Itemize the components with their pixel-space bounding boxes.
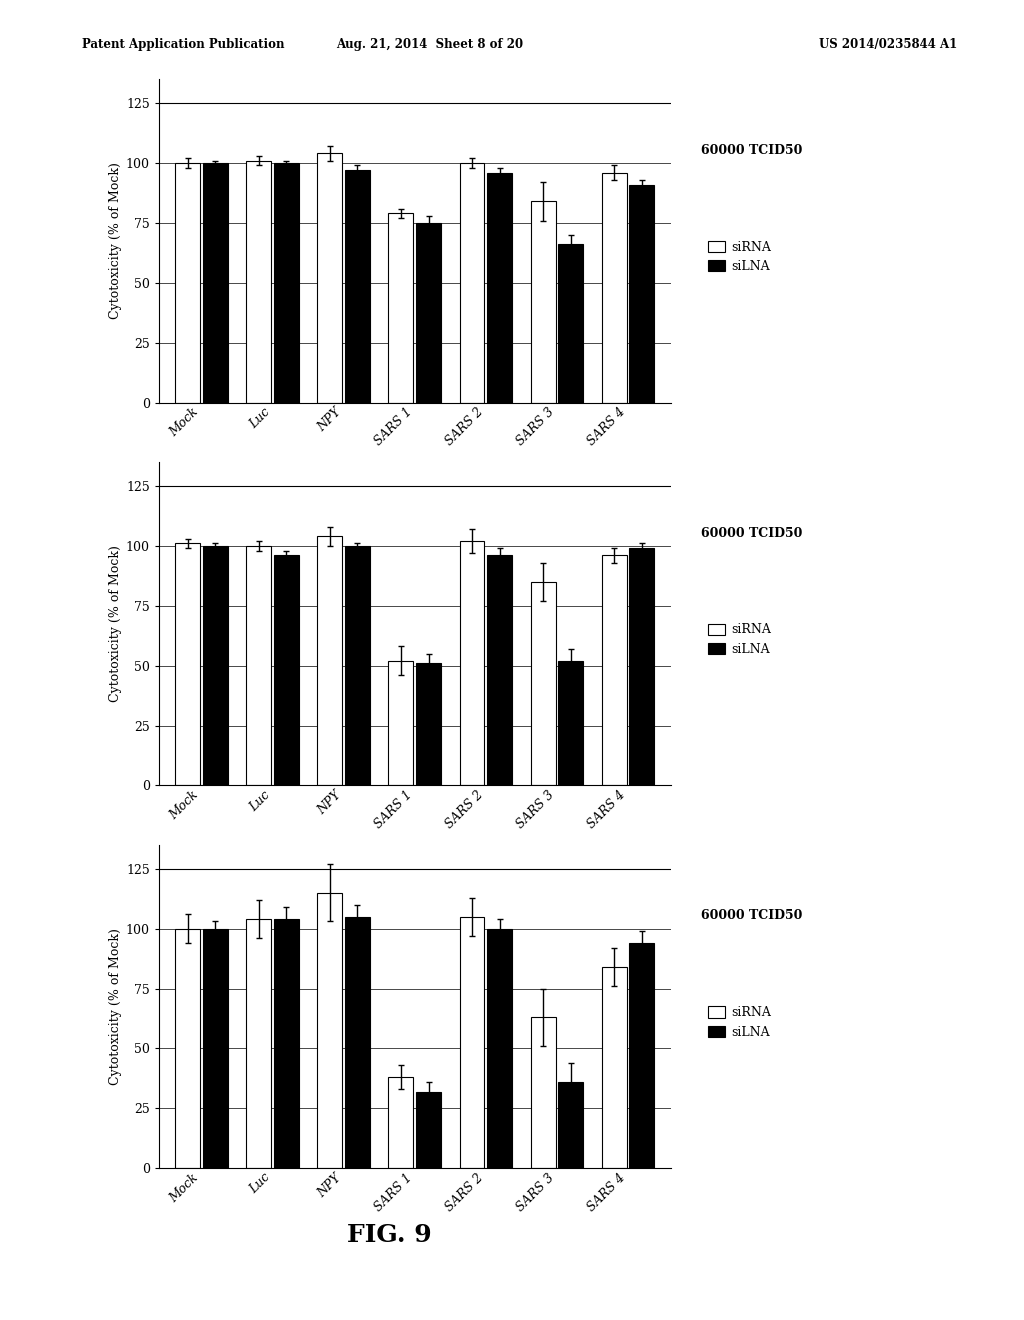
Bar xyxy=(203,164,227,403)
Text: US 2014/0235844 A1: US 2014/0235844 A1 xyxy=(819,38,957,51)
Bar xyxy=(530,582,556,785)
Bar xyxy=(388,214,414,403)
Bar xyxy=(602,968,627,1168)
Legend: siRNA, siLNA: siRNA, siLNA xyxy=(708,1006,771,1039)
Y-axis label: Cytotoxicity (% of Mock): Cytotoxicity (% of Mock) xyxy=(109,545,122,702)
Bar xyxy=(558,661,584,785)
Bar xyxy=(246,546,271,785)
Bar xyxy=(246,161,271,403)
Bar xyxy=(460,916,484,1168)
Bar xyxy=(388,661,414,785)
Bar xyxy=(558,1082,584,1168)
Bar xyxy=(630,548,654,785)
Legend: siRNA, siLNA: siRNA, siLNA xyxy=(708,623,771,656)
Bar xyxy=(317,536,342,785)
Text: Patent Application Publication: Patent Application Publication xyxy=(82,38,285,51)
Bar xyxy=(558,244,584,403)
Text: FIG. 9: FIG. 9 xyxy=(347,1224,431,1247)
Y-axis label: Cytotoxicity (% of Mock): Cytotoxicity (% of Mock) xyxy=(109,928,122,1085)
Bar xyxy=(345,916,370,1168)
Bar xyxy=(317,153,342,403)
Bar xyxy=(273,556,299,785)
Bar xyxy=(530,1018,556,1168)
Legend: siRNA, siLNA: siRNA, siLNA xyxy=(708,240,771,273)
Bar xyxy=(416,1092,441,1168)
Bar xyxy=(175,929,200,1168)
Bar xyxy=(530,202,556,403)
Bar xyxy=(630,185,654,403)
Bar xyxy=(273,164,299,403)
Bar xyxy=(416,663,441,785)
Bar xyxy=(175,164,200,403)
Bar xyxy=(487,556,512,785)
Bar xyxy=(602,173,627,403)
Text: 60000 TCID50: 60000 TCID50 xyxy=(701,527,803,540)
Bar xyxy=(203,546,227,785)
Bar xyxy=(175,544,200,785)
Bar xyxy=(345,170,370,403)
Bar xyxy=(460,164,484,403)
Bar xyxy=(416,223,441,403)
Bar xyxy=(487,173,512,403)
Text: Aug. 21, 2014  Sheet 8 of 20: Aug. 21, 2014 Sheet 8 of 20 xyxy=(337,38,523,51)
Bar xyxy=(345,546,370,785)
Bar xyxy=(246,919,271,1168)
Bar xyxy=(317,892,342,1168)
Bar xyxy=(203,929,227,1168)
Y-axis label: Cytotoxicity (% of Mock): Cytotoxicity (% of Mock) xyxy=(109,162,122,319)
Bar xyxy=(487,929,512,1168)
Bar xyxy=(630,942,654,1168)
Bar xyxy=(602,556,627,785)
Text: 60000 TCID50: 60000 TCID50 xyxy=(701,909,803,923)
Bar xyxy=(273,919,299,1168)
Text: 60000 TCID50: 60000 TCID50 xyxy=(701,144,803,157)
Bar xyxy=(460,541,484,785)
Bar xyxy=(388,1077,414,1168)
